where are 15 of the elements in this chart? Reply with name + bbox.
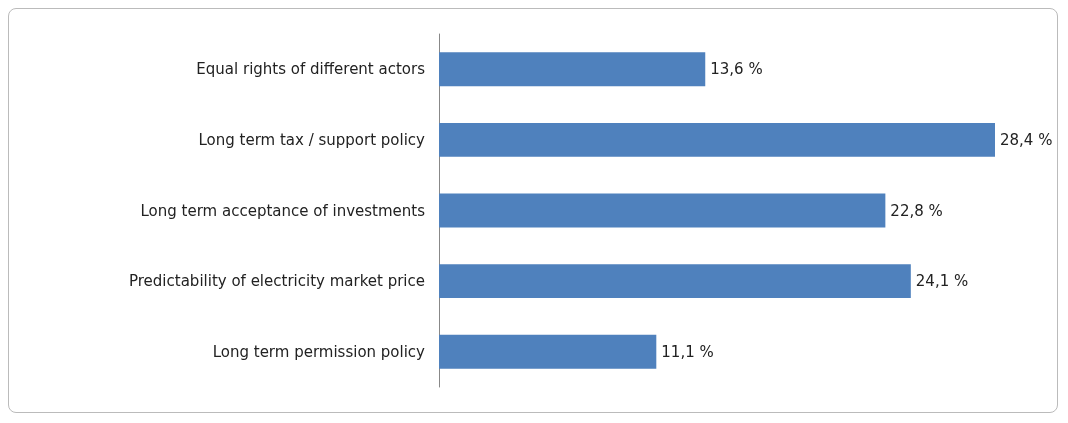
- data-label: 11,1 %: [661, 342, 714, 361]
- bar: [439, 334, 657, 369]
- bar: [439, 52, 706, 87]
- y-tick-label: Long term permission policy: [212, 342, 426, 361]
- data-label: 28,4 %: [1000, 130, 1053, 149]
- y-tick-label: Predictability of electricity market price: [129, 272, 425, 291]
- bar: [439, 193, 886, 228]
- y-tick-label: Long term acceptance of investments: [140, 201, 426, 220]
- y-tick-label: Long term tax / support policy: [198, 130, 426, 149]
- data-label: 24,1 %: [915, 272, 969, 291]
- data-label: 13,6 %: [710, 60, 763, 79]
- bar: [439, 122, 995, 157]
- y-tick-label: Equal rights of different actors: [196, 60, 426, 79]
- bar: [439, 264, 911, 299]
- data-label: 22,8 %: [890, 201, 943, 220]
